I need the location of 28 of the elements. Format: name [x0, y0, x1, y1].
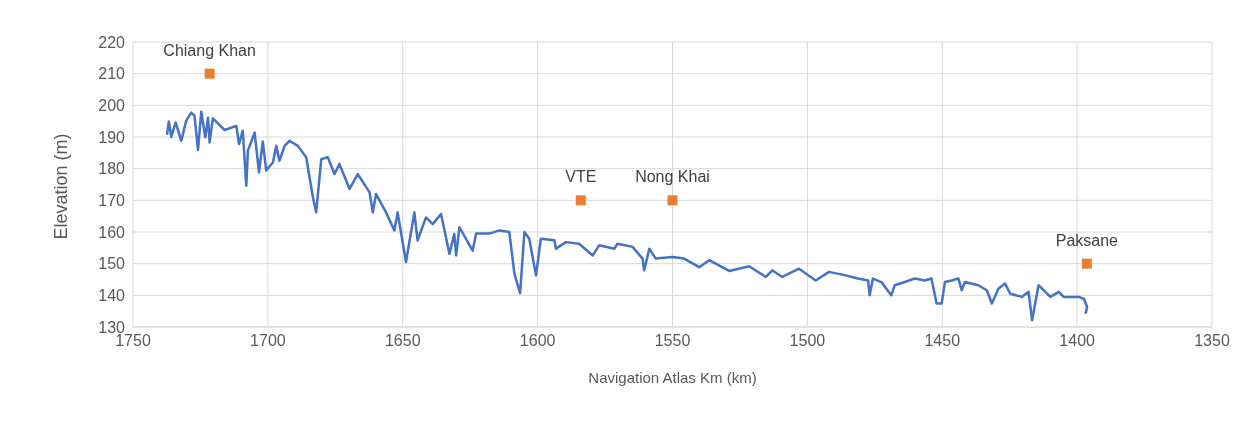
- x-tick-label: 1750: [115, 332, 151, 350]
- y-tick-label: 150: [98, 255, 126, 273]
- point: [667, 195, 678, 206]
- y-tick-label: 140: [98, 287, 126, 305]
- annotation: Paksane: [1055, 231, 1119, 249]
- y-tick-label: 160: [98, 223, 126, 241]
- y-tick-label: 200: [98, 97, 126, 115]
- annotation: VTE: [565, 168, 597, 186]
- point: [575, 195, 586, 206]
- x-tick-label: 1400: [1059, 332, 1096, 350]
- annotation: Chiang Khan: [163, 41, 256, 59]
- x-tick-label: 1600: [519, 332, 556, 350]
- x-tick-label: 1700: [250, 332, 286, 350]
- y-tick-label: 210: [98, 65, 126, 83]
- y-tick-label: 220: [98, 33, 126, 51]
- point: [204, 68, 215, 79]
- annotation: Nong Khai: [635, 168, 710, 186]
- x-tick-label: 1350: [1194, 332, 1230, 350]
- x-tick-label: 1500: [789, 332, 826, 350]
- x-axis-title: Navigation Atlas Km (km): [588, 369, 757, 386]
- y-axis-title: Elevation (m): [51, 133, 72, 240]
- y-tick-label: 190: [98, 128, 126, 146]
- point: [1081, 258, 1092, 269]
- x-tick-label: 1550: [654, 332, 691, 350]
- y-tick-label: 170: [98, 192, 126, 210]
- y-tick-label: 180: [98, 160, 126, 178]
- x-tick-label: 1450: [924, 332, 961, 350]
- x-tick-label: 1650: [384, 332, 421, 350]
